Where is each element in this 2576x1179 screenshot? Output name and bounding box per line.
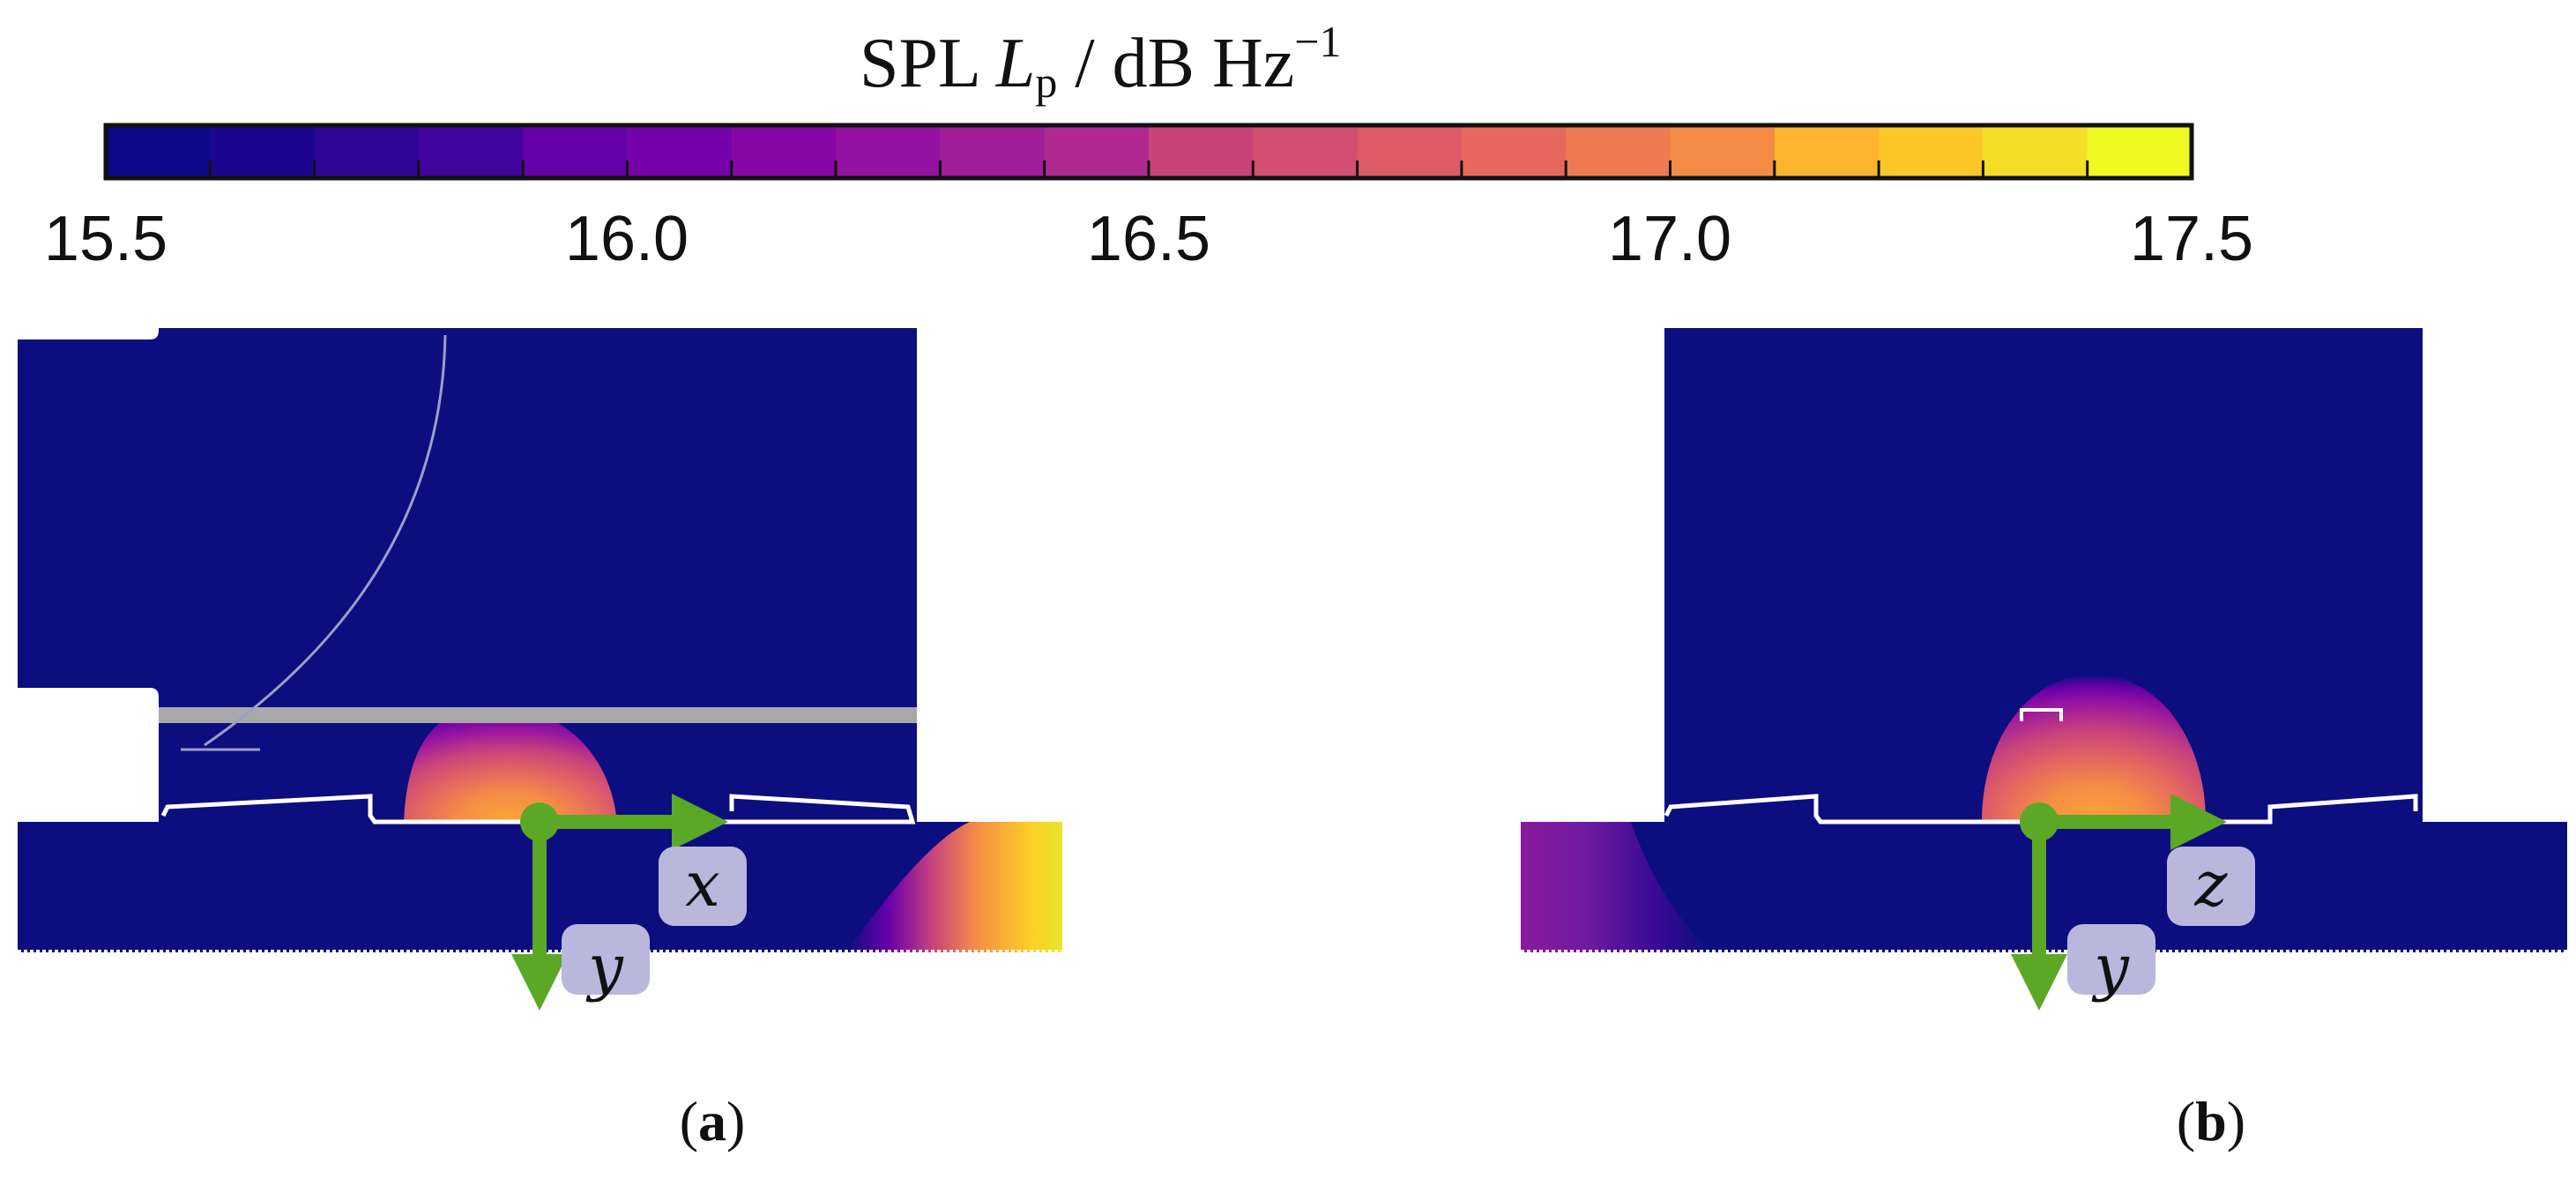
- colorbar-title: SPL Lp / dB Hz−1: [860, 17, 1342, 107]
- colorbar-tick-label: 16.5: [1086, 204, 1211, 274]
- panel-a-x-label-box: [659, 847, 747, 926]
- panel-b-z-label-box: [2167, 847, 2255, 926]
- panel-b: [1521, 328, 2567, 1011]
- colorbar-cell: [106, 125, 211, 178]
- colorbar-cell: [1253, 125, 1359, 178]
- panel-b-z-label: z: [2194, 848, 2228, 921]
- colorbar-cell: [1357, 125, 1463, 178]
- colorbar-cell: [1149, 125, 1254, 178]
- colorbar-cell: [523, 125, 629, 178]
- panel-b-origin: [2020, 802, 2059, 841]
- panel-b-caption: (b): [2176, 1090, 2246, 1153]
- panel-a-liner: [160, 794, 916, 825]
- panel-a-upper-domain: [18, 328, 917, 822]
- colorbar-cell: [2087, 125, 2193, 178]
- panel-b-liner: [1664, 794, 2418, 825]
- colorbar-tick-label: 17.0: [1607, 204, 1732, 274]
- panel-a-x-label: x: [685, 848, 720, 921]
- colorbar-cell: [1044, 125, 1150, 178]
- panel-a-y-label-box: [562, 924, 650, 995]
- colorbar-cell: [1983, 125, 2088, 178]
- panel-a-origin: [520, 802, 559, 841]
- panel-a-hotspot: [404, 705, 617, 822]
- colorbar: [103, 123, 2194, 181]
- colorbar-tick-label: 15.5: [43, 204, 168, 274]
- panel-a-y-label: y: [588, 931, 623, 1004]
- colorbar-cell: [1774, 125, 1880, 178]
- panel-b-y-label-box: [2067, 924, 2155, 995]
- panel-b-y-label: y: [2094, 931, 2129, 1004]
- panel-a-plate: [159, 707, 917, 723]
- colorbar-cell: [1670, 125, 1776, 178]
- panel-a-edge-hotspot: [846, 822, 1062, 952]
- colorbar-tick-label: 16.0: [564, 204, 689, 274]
- colorbar-cell: [314, 125, 420, 178]
- colorbar-cell: [210, 125, 316, 178]
- panel-a-caption: (a): [679, 1090, 746, 1153]
- colorbar-cell: [418, 125, 524, 178]
- panel-a: [18, 328, 1062, 1011]
- colorbar-cell: [627, 125, 733, 178]
- colorbar-minor-ticks: [208, 160, 2089, 178]
- colorbar-cell: [836, 125, 941, 178]
- panel-b-edge-hotspot: [1521, 822, 1710, 952]
- colorbar-tick-label: 17.5: [2129, 204, 2254, 274]
- colorbar-cell: [1879, 125, 1984, 178]
- panel-b-probe: [2020, 708, 2063, 721]
- panel-a-arc: [204, 334, 447, 747]
- colorbar-cells: [106, 125, 2193, 178]
- colorbar-cell: [940, 125, 1046, 178]
- colorbar-cell: [731, 125, 837, 178]
- colorbar-cell: [1566, 125, 1671, 178]
- colorbar-cell: [1461, 125, 1567, 178]
